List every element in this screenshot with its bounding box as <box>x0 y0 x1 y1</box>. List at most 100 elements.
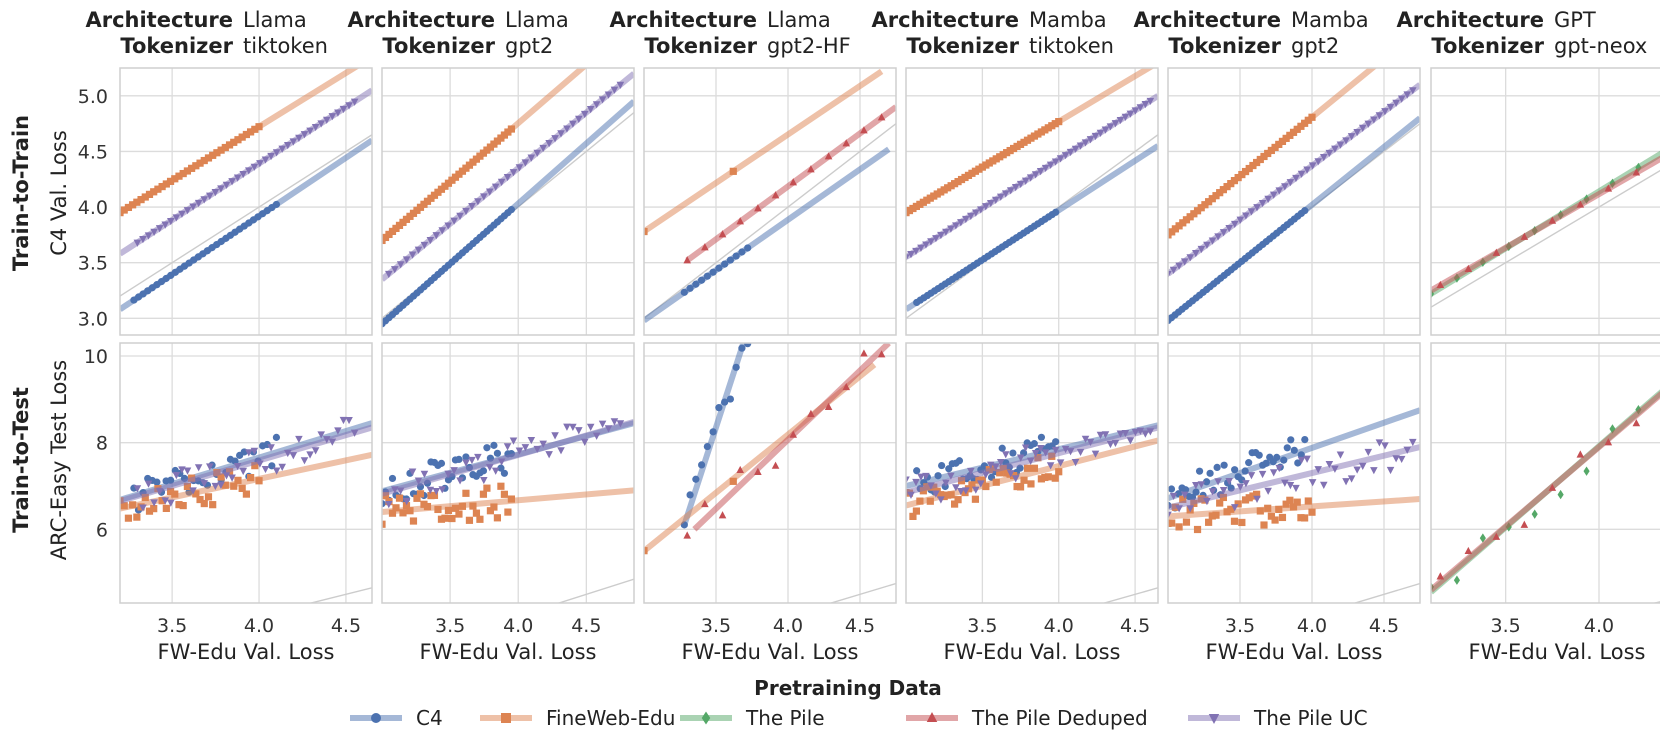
point-the-pile-uc <box>456 477 464 485</box>
point-the-pile-uc <box>408 251 417 259</box>
point-fineweb-edu <box>947 491 955 499</box>
row-title-bottom: Train-to-Test <box>9 387 33 533</box>
point-the-pile-uc <box>444 470 452 478</box>
point-the-pile <box>1479 533 1486 543</box>
point-c4 <box>686 284 694 292</box>
point-the-pile-uc <box>592 432 601 440</box>
point-c4 <box>507 206 516 214</box>
point-the-pile-uc <box>1286 179 1295 187</box>
point-the-pile-uc <box>1242 480 1250 488</box>
panel-frame <box>119 342 373 604</box>
point-the-pile-deduped <box>1548 216 1557 224</box>
point-the-pile-uc <box>217 185 225 193</box>
point-the-pile-uc <box>1116 430 1125 438</box>
point-the-pile-deduped <box>1520 232 1529 240</box>
point-the-pile-uc <box>462 207 470 216</box>
point-the-pile-uc <box>1375 439 1384 447</box>
point-the-pile-uc <box>907 251 915 259</box>
point-fineweb-edu <box>507 125 516 133</box>
point-the-pile-uc <box>1036 168 1045 176</box>
point-c4 <box>167 476 175 484</box>
header-architecture-key: Architecture <box>1133 8 1281 32</box>
bottom-axes: 3.5 4.0 4.5 FW-Edu Val. Loss <box>381 342 635 664</box>
point-fineweb-edu <box>1212 511 1220 519</box>
point-fineweb-edu <box>1168 519 1176 527</box>
plot-area <box>906 68 1158 319</box>
point-the-pile-uc <box>1253 204 1261 212</box>
point-the-pile-uc <box>1325 460 1334 469</box>
point-the-pile-uc <box>932 235 940 243</box>
point-c4 <box>698 461 706 469</box>
point-the-pile-uc <box>178 210 186 218</box>
point-the-pile-uc <box>1056 459 1065 467</box>
point-the-pile-uc <box>328 438 337 446</box>
point-the-pile-uc <box>1281 479 1289 487</box>
point-the-pile-uc <box>1180 258 1189 266</box>
x-axis-label: FW-Edu Val. Loss <box>1468 640 1645 664</box>
panel-frame <box>1167 342 1421 604</box>
point-c4 <box>726 256 735 264</box>
identity-line <box>120 134 372 297</box>
point-the-pile-uc <box>194 464 203 472</box>
point-c4 <box>272 200 281 209</box>
header-architecture-value: Llama <box>243 8 307 32</box>
point-the-pile-uc <box>1169 492 1178 501</box>
point-fineweb-edu <box>1238 518 1246 527</box>
point-c4 <box>382 500 386 508</box>
point-the-pile-uc <box>610 86 619 94</box>
legend-item-fineweb-edu: FineWeb-Edu <box>480 706 675 730</box>
header-tokenizer-value: tiktoken <box>243 34 328 58</box>
point-the-pile-uc <box>1041 449 1050 457</box>
point-c4 <box>732 252 740 260</box>
point-the-pile-uc <box>1046 161 1055 169</box>
point-the-pile-uc <box>1096 129 1105 137</box>
point-c4 <box>1052 438 1060 446</box>
point-the-pile-uc <box>922 472 930 481</box>
plot-area <box>382 68 634 328</box>
point-the-pile-uc <box>1264 487 1272 495</box>
point-the-pile-uc <box>155 225 164 233</box>
point-c4 <box>479 467 488 475</box>
point-fineweb-edu <box>406 507 414 515</box>
point-the-pile-uc <box>155 488 164 496</box>
point-the-pile-uc <box>1320 481 1328 489</box>
point-the-pile-uc <box>1364 120 1373 128</box>
point-the-pile <box>1557 489 1564 500</box>
header-architecture-value: Mamba <box>1029 8 1107 32</box>
point-the-pile-uc <box>402 256 411 264</box>
point-the-pile-uc <box>957 487 965 496</box>
point-the-pile-deduped <box>1632 168 1641 176</box>
point-fineweb-edu <box>1020 476 1028 484</box>
point-fineweb-edu <box>382 520 386 528</box>
point-the-pile-uc <box>533 445 542 454</box>
point-the-pile-uc <box>927 238 935 246</box>
y-tick-label: 5.0 <box>78 86 108 108</box>
fit-line-c4 <box>1168 407 1420 501</box>
y-tick-label: 4.0 <box>78 197 108 219</box>
point-the-pile-uc <box>189 487 197 495</box>
point-the-pile-uc <box>982 203 990 211</box>
point-the-pile-uc <box>450 467 458 475</box>
point-c4 <box>1283 444 1291 452</box>
point-the-pile-uc <box>1247 472 1256 480</box>
point-the-pile-uc <box>967 212 975 220</box>
point-the-pile-uc <box>295 134 303 142</box>
point-the-pile-uc <box>509 437 518 445</box>
point-the-pile-uc <box>420 470 429 479</box>
legend-label: FineWeb-Edu <box>546 706 675 730</box>
point-fineweb-edu <box>1230 517 1239 525</box>
point-the-pile-uc <box>233 174 242 182</box>
point-the-pile-uc <box>942 479 950 487</box>
x-tick-label: 3.5 <box>1225 615 1255 637</box>
point-the-pile-uc <box>533 149 542 157</box>
point-the-pile-uc <box>261 465 270 474</box>
point-fineweb-edu <box>1260 521 1268 529</box>
point-fineweb-edu <box>1051 474 1059 482</box>
point-the-pile-uc <box>1061 445 1070 454</box>
point-c4 <box>1241 467 1249 475</box>
point-the-pile-uc <box>289 452 298 460</box>
identity-line <box>644 123 896 319</box>
point-the-pile-uc <box>1203 241 1211 249</box>
point-the-pile-uc <box>942 228 950 236</box>
point-the-pile-uc <box>1031 450 1040 458</box>
